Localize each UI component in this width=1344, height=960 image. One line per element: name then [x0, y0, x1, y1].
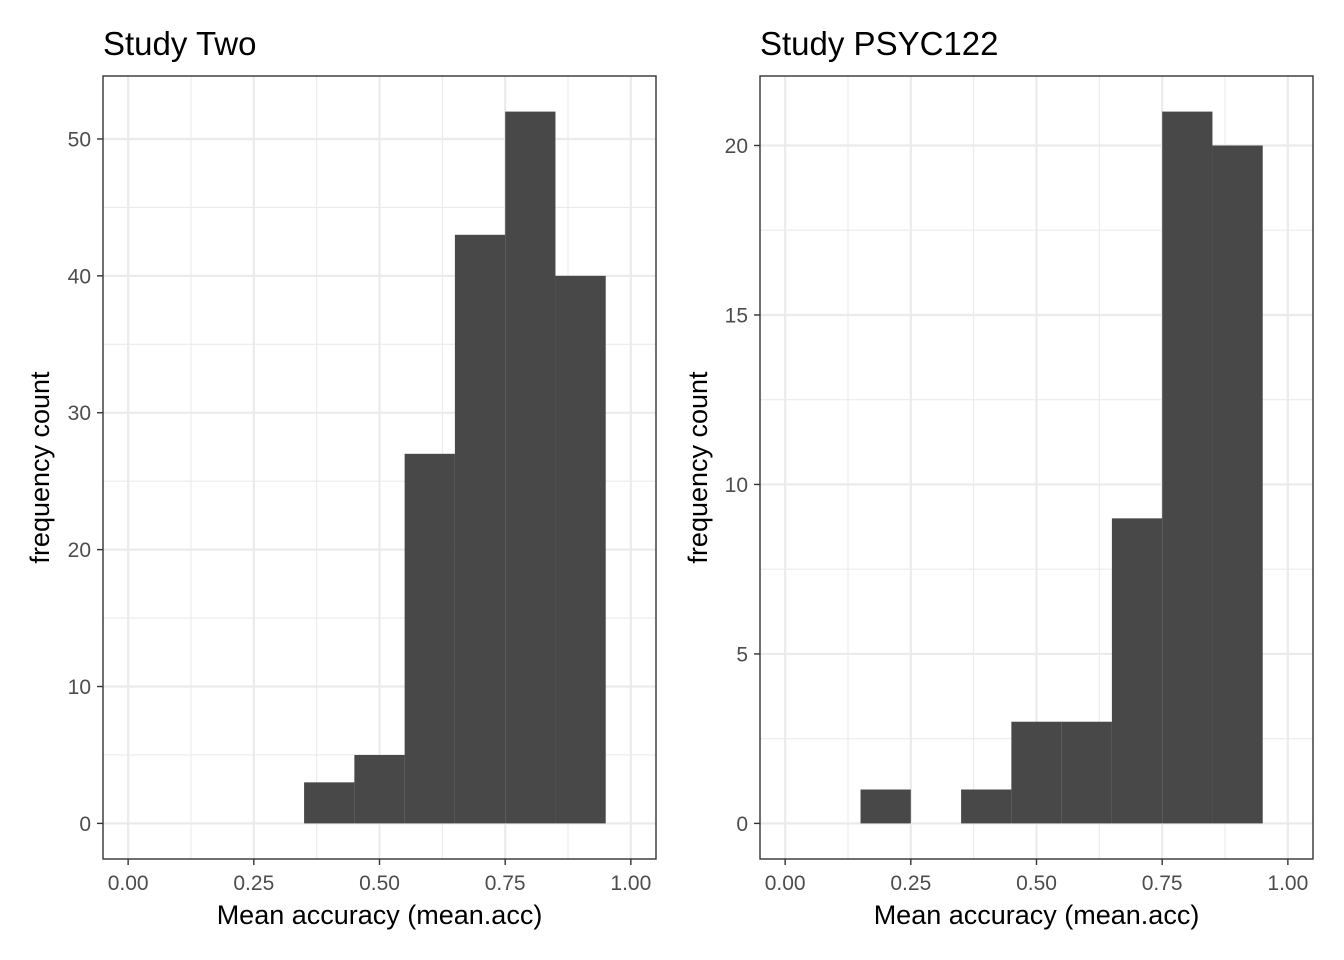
histogram-bar — [304, 782, 355, 824]
histogram-bar — [404, 453, 455, 824]
histogram-bar — [505, 111, 556, 824]
x-tick-label: 0.75 — [485, 872, 526, 895]
histogram-panel-study-psyc122: Study PSYC122 0.00 0.25 0.50 0.75 1.00 0 5 10 15… — [683, 25, 1314, 930]
x-axis-label: Mean accuracy (mean.acc) — [217, 900, 543, 930]
x-tick-label: 0.00 — [108, 872, 149, 895]
y-tick-label: 0 — [736, 813, 748, 836]
x-tick-label: 0.25 — [233, 872, 274, 895]
ticks: 0.00 0.25 0.50 0.75 1.00 0 5 10 15 20 — [725, 135, 1309, 895]
y-tick-label: 20 — [725, 135, 748, 158]
histogram-bar — [961, 789, 1012, 824]
y-tick-label: 10 — [68, 676, 91, 699]
x-tick-label: 0.25 — [890, 872, 931, 895]
histogram-bar — [354, 754, 405, 824]
y-tick-label: 15 — [725, 304, 748, 327]
panel-title: Study Two — [103, 25, 256, 62]
y-tick-label: 20 — [68, 539, 91, 562]
histogram-bar — [454, 234, 506, 824]
panel-title: Study PSYC122 — [760, 25, 998, 62]
bars — [304, 111, 606, 824]
y-tick-label: 10 — [725, 474, 748, 497]
y-tick-label: 0 — [79, 813, 91, 836]
histogram-bar — [1061, 721, 1112, 824]
x-tick-label: 0.50 — [359, 872, 400, 895]
y-axis-label: frequency count — [683, 371, 713, 564]
ticks: 0.00 0.25 0.50 0.75 1.00 0 10 20 30 40 50 — [68, 128, 652, 895]
x-tick-label: 0.50 — [1016, 872, 1057, 895]
y-tick-label: 50 — [68, 128, 91, 151]
x-axis-label: Mean accuracy (mean.acc) — [874, 900, 1200, 930]
y-tick-label: 40 — [68, 265, 91, 288]
x-tick-label: 1.00 — [1267, 872, 1308, 895]
x-tick-label: 1.00 — [610, 872, 651, 895]
histogram-bar — [1162, 111, 1213, 824]
histogram-bar — [1111, 518, 1163, 824]
histogram-bar — [1011, 721, 1062, 824]
x-tick-label: 0.75 — [1142, 872, 1183, 895]
histogram-panel-study-two: Study Two 0.00 0.25 0.50 0.75 1.00 0 10 20 30 40 5… — [25, 25, 657, 930]
y-tick-label: 30 — [68, 402, 91, 425]
histogram-bar — [860, 789, 911, 824]
x-tick-label: 0.00 — [765, 872, 806, 895]
bars — [860, 111, 1263, 824]
y-tick-label: 5 — [736, 643, 748, 666]
histogram-bar — [1212, 145, 1263, 824]
histogram-bar — [555, 275, 606, 824]
y-axis-label: frequency count — [25, 371, 55, 564]
